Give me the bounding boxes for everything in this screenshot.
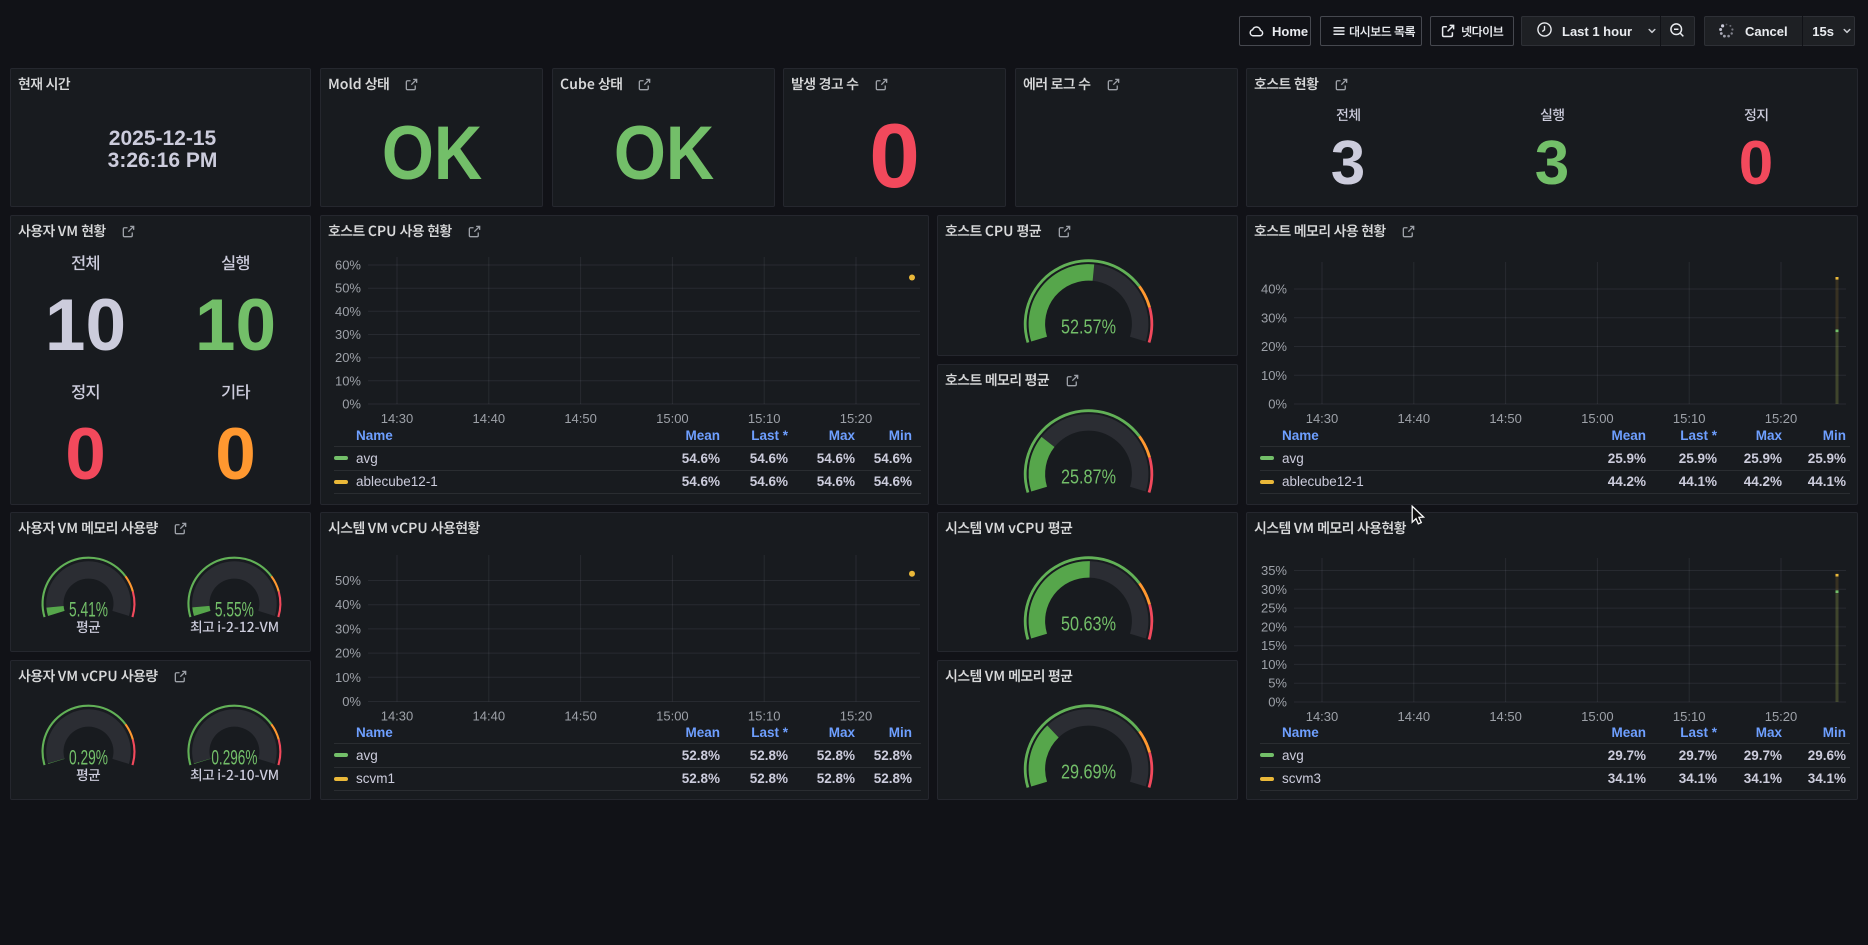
svg-text:14:30: 14:30	[381, 411, 414, 426]
svg-text:14:40: 14:40	[1398, 709, 1431, 724]
svg-text:15:10: 15:10	[748, 709, 781, 724]
svg-text:50.63%: 50.63%	[1061, 614, 1116, 636]
svg-text:30%: 30%	[335, 327, 361, 342]
svg-text:5.55%: 5.55%	[215, 599, 254, 622]
svg-text:10%: 10%	[1261, 657, 1287, 672]
svg-text:40%: 40%	[335, 597, 361, 612]
svg-text:40%: 40%	[335, 304, 361, 319]
svg-text:15:00: 15:00	[656, 709, 689, 724]
svg-text:15:10: 15:10	[1673, 709, 1706, 724]
svg-text:20%: 20%	[335, 646, 361, 661]
svg-text:40%: 40%	[1261, 282, 1287, 297]
svg-text:10%: 10%	[335, 373, 361, 388]
svg-text:15:00: 15:00	[656, 411, 689, 426]
svg-text:5.41%: 5.41%	[69, 599, 108, 622]
svg-text:20%: 20%	[335, 350, 361, 365]
svg-text:14:30: 14:30	[1306, 709, 1339, 724]
svg-text:15:10: 15:10	[748, 411, 781, 426]
svg-text:20%: 20%	[1261, 339, 1287, 354]
svg-text:50%: 50%	[335, 281, 361, 296]
svg-text:15:10: 15:10	[1673, 411, 1706, 426]
svg-text:0%: 0%	[342, 397, 361, 412]
svg-text:25.87%: 25.87%	[1061, 467, 1116, 489]
svg-text:14:40: 14:40	[473, 411, 506, 426]
svg-text:35%: 35%	[1261, 563, 1287, 578]
svg-text:30%: 30%	[1261, 582, 1287, 597]
svg-text:14:30: 14:30	[1306, 411, 1339, 426]
svg-text:0.296%: 0.296%	[211, 747, 257, 770]
svg-text:50%: 50%	[335, 573, 361, 588]
svg-text:14:50: 14:50	[1489, 411, 1522, 426]
svg-text:14:30: 14:30	[381, 709, 414, 724]
svg-text:14:50: 14:50	[564, 411, 597, 426]
svg-text:10%: 10%	[335, 670, 361, 685]
svg-text:29.69%: 29.69%	[1061, 762, 1116, 784]
svg-text:0.29%: 0.29%	[69, 747, 108, 770]
svg-text:15:20: 15:20	[1765, 411, 1798, 426]
svg-text:15:20: 15:20	[840, 411, 873, 426]
svg-text:30%: 30%	[335, 621, 361, 636]
svg-text:15:20: 15:20	[1765, 709, 1798, 724]
svg-text:30%: 30%	[1261, 310, 1287, 325]
svg-text:0%: 0%	[342, 694, 361, 709]
svg-text:15:00: 15:00	[1581, 411, 1614, 426]
svg-text:25%: 25%	[1261, 601, 1287, 616]
svg-text:60%: 60%	[335, 258, 361, 273]
svg-text:15%: 15%	[1261, 638, 1287, 653]
svg-text:20%: 20%	[1261, 619, 1287, 634]
svg-text:5%: 5%	[1268, 676, 1287, 691]
svg-text:14:40: 14:40	[473, 709, 506, 724]
svg-text:52.57%: 52.57%	[1061, 317, 1116, 339]
svg-text:15:20: 15:20	[840, 709, 873, 724]
svg-text:0%: 0%	[1268, 695, 1287, 710]
svg-text:10%: 10%	[1261, 368, 1287, 383]
svg-text:15:00: 15:00	[1581, 709, 1614, 724]
svg-text:14:50: 14:50	[564, 709, 597, 724]
svg-text:14:40: 14:40	[1398, 411, 1431, 426]
svg-text:14:50: 14:50	[1489, 709, 1522, 724]
svg-text:0%: 0%	[1268, 397, 1287, 412]
